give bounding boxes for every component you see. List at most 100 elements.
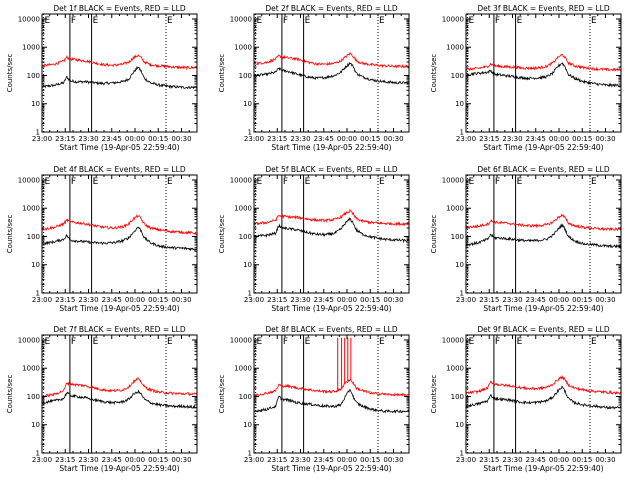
marker-label: F bbox=[71, 177, 76, 187]
x-tick-label: 23:45 bbox=[314, 456, 334, 464]
y-tick-label: 100 bbox=[451, 393, 464, 401]
x-tick-label: 23:30 bbox=[78, 456, 98, 464]
y-axis-label: Counts/sec bbox=[218, 215, 226, 254]
x-tick-label: 23:00 bbox=[456, 135, 476, 143]
marker-label: E bbox=[591, 177, 597, 187]
y-tick-label: 10000 bbox=[230, 336, 252, 344]
panel-title: Det 1f BLACK = Events, RED = LLD bbox=[53, 4, 186, 13]
events-series-line bbox=[41, 65, 197, 90]
y-tick-label: 1 bbox=[36, 290, 40, 298]
y-tick-label: 10 bbox=[31, 100, 40, 108]
x-tick-label: 23:15 bbox=[267, 135, 287, 143]
x-tick-label: 23:15 bbox=[479, 456, 499, 464]
x-axis-label: Start Time (19-Apr-05 22:59:40) bbox=[271, 464, 391, 473]
plot-frame bbox=[41, 174, 198, 294]
marker-label: E bbox=[469, 16, 475, 26]
x-tick-label: 00:00 bbox=[549, 135, 569, 143]
marker-label: F bbox=[495, 177, 500, 187]
y-tick-label: 10000 bbox=[442, 336, 464, 344]
panel-title: Det 7f BLACK = Events, RED = LLD bbox=[53, 325, 186, 334]
marker-label: F bbox=[71, 337, 76, 347]
marker-label: E bbox=[517, 177, 523, 187]
marker-label: E bbox=[591, 16, 597, 26]
x-tick-label: 00:00 bbox=[125, 456, 145, 464]
lld-series-line bbox=[253, 51, 409, 69]
x-tick-label: 00:30 bbox=[595, 456, 615, 464]
y-tick-label: 1000 bbox=[446, 205, 464, 213]
x-tick-label: 23:45 bbox=[102, 296, 122, 304]
y-tick-label: 1000 bbox=[22, 44, 40, 52]
marker-label: E bbox=[93, 337, 99, 347]
y-tick-label: 100 bbox=[451, 72, 464, 80]
y-tick-label: 10 bbox=[455, 100, 464, 108]
y-tick-label: 1 bbox=[248, 129, 252, 137]
plot-frame bbox=[465, 13, 622, 133]
marker-label: E bbox=[45, 16, 51, 26]
y-tick-label: 10000 bbox=[230, 15, 252, 23]
x-tick-label: 23:30 bbox=[502, 135, 522, 143]
marker-label: E bbox=[257, 177, 263, 187]
y-tick-label: 1000 bbox=[234, 365, 252, 373]
y-axis-label: Counts/sec bbox=[430, 54, 438, 93]
y-axis-label: Counts/sec bbox=[6, 215, 14, 254]
y-tick-label: 1000 bbox=[446, 44, 464, 52]
y-tick-label: 100 bbox=[27, 233, 40, 241]
y-tick-label: 10 bbox=[243, 261, 252, 269]
lld-series-line bbox=[253, 208, 409, 227]
y-tick-label: 100 bbox=[27, 72, 40, 80]
x-axis-label: Start Time (19-Apr-05 22:59:40) bbox=[271, 143, 391, 152]
y-axis-label: Counts/sec bbox=[430, 375, 438, 414]
marker-label: E bbox=[167, 16, 173, 26]
x-tick-label: 23:45 bbox=[526, 135, 546, 143]
marker-label: E bbox=[305, 177, 311, 187]
x-axis-label: Start Time (19-Apr-05 22:59:40) bbox=[483, 304, 603, 313]
marker-label: E bbox=[469, 337, 475, 347]
marker-label: E bbox=[93, 177, 99, 187]
x-tick-label: 00:15 bbox=[572, 456, 592, 464]
x-tick-label: 23:30 bbox=[290, 135, 310, 143]
x-tick-label: 00:30 bbox=[595, 296, 615, 304]
y-tick-label: 100 bbox=[239, 393, 252, 401]
x-tick-label: 00:15 bbox=[360, 456, 380, 464]
x-axis-label: Start Time (19-Apr-05 22:59:40) bbox=[59, 464, 179, 473]
marker-label: E bbox=[591, 337, 597, 347]
x-tick-label: 23:45 bbox=[314, 296, 334, 304]
marker-label: E bbox=[257, 337, 263, 347]
x-tick-label: 23:00 bbox=[244, 456, 264, 464]
marker-label: E bbox=[517, 16, 523, 26]
x-tick-label: 23:15 bbox=[55, 135, 75, 143]
y-tick-label: 1 bbox=[460, 129, 464, 137]
x-tick-label: 23:30 bbox=[502, 296, 522, 304]
events-series-line bbox=[465, 223, 621, 249]
lld-series-line bbox=[466, 53, 621, 72]
y-tick-label: 10 bbox=[455, 421, 464, 429]
panel-title: Det 5f BLACK = Events, RED = LLD bbox=[265, 165, 398, 174]
marker-label: F bbox=[495, 337, 500, 347]
y-tick-label: 1 bbox=[248, 290, 252, 298]
marker-label: F bbox=[495, 16, 500, 26]
x-tick-label: 00:00 bbox=[125, 296, 145, 304]
panel-title: Det 6f BLACK = Events, RED = LLD bbox=[477, 165, 610, 174]
x-tick-label: 00:15 bbox=[360, 135, 380, 143]
x-tick-label: 23:00 bbox=[456, 456, 476, 464]
marker-label: E bbox=[257, 16, 263, 26]
panel-title: Det 8f BLACK = Events, RED = LLD bbox=[265, 325, 398, 334]
y-tick-label: 10 bbox=[31, 261, 40, 269]
y-axis-label: Counts/sec bbox=[430, 215, 438, 254]
x-tick-label: 00:15 bbox=[360, 296, 380, 304]
y-tick-label: 10000 bbox=[18, 336, 40, 344]
plot-frame bbox=[465, 334, 622, 454]
x-tick-label: 00:15 bbox=[572, 296, 592, 304]
x-tick-label: 00:30 bbox=[171, 456, 191, 464]
x-tick-label: 00:00 bbox=[337, 456, 357, 464]
y-tick-label: 1 bbox=[248, 450, 252, 458]
